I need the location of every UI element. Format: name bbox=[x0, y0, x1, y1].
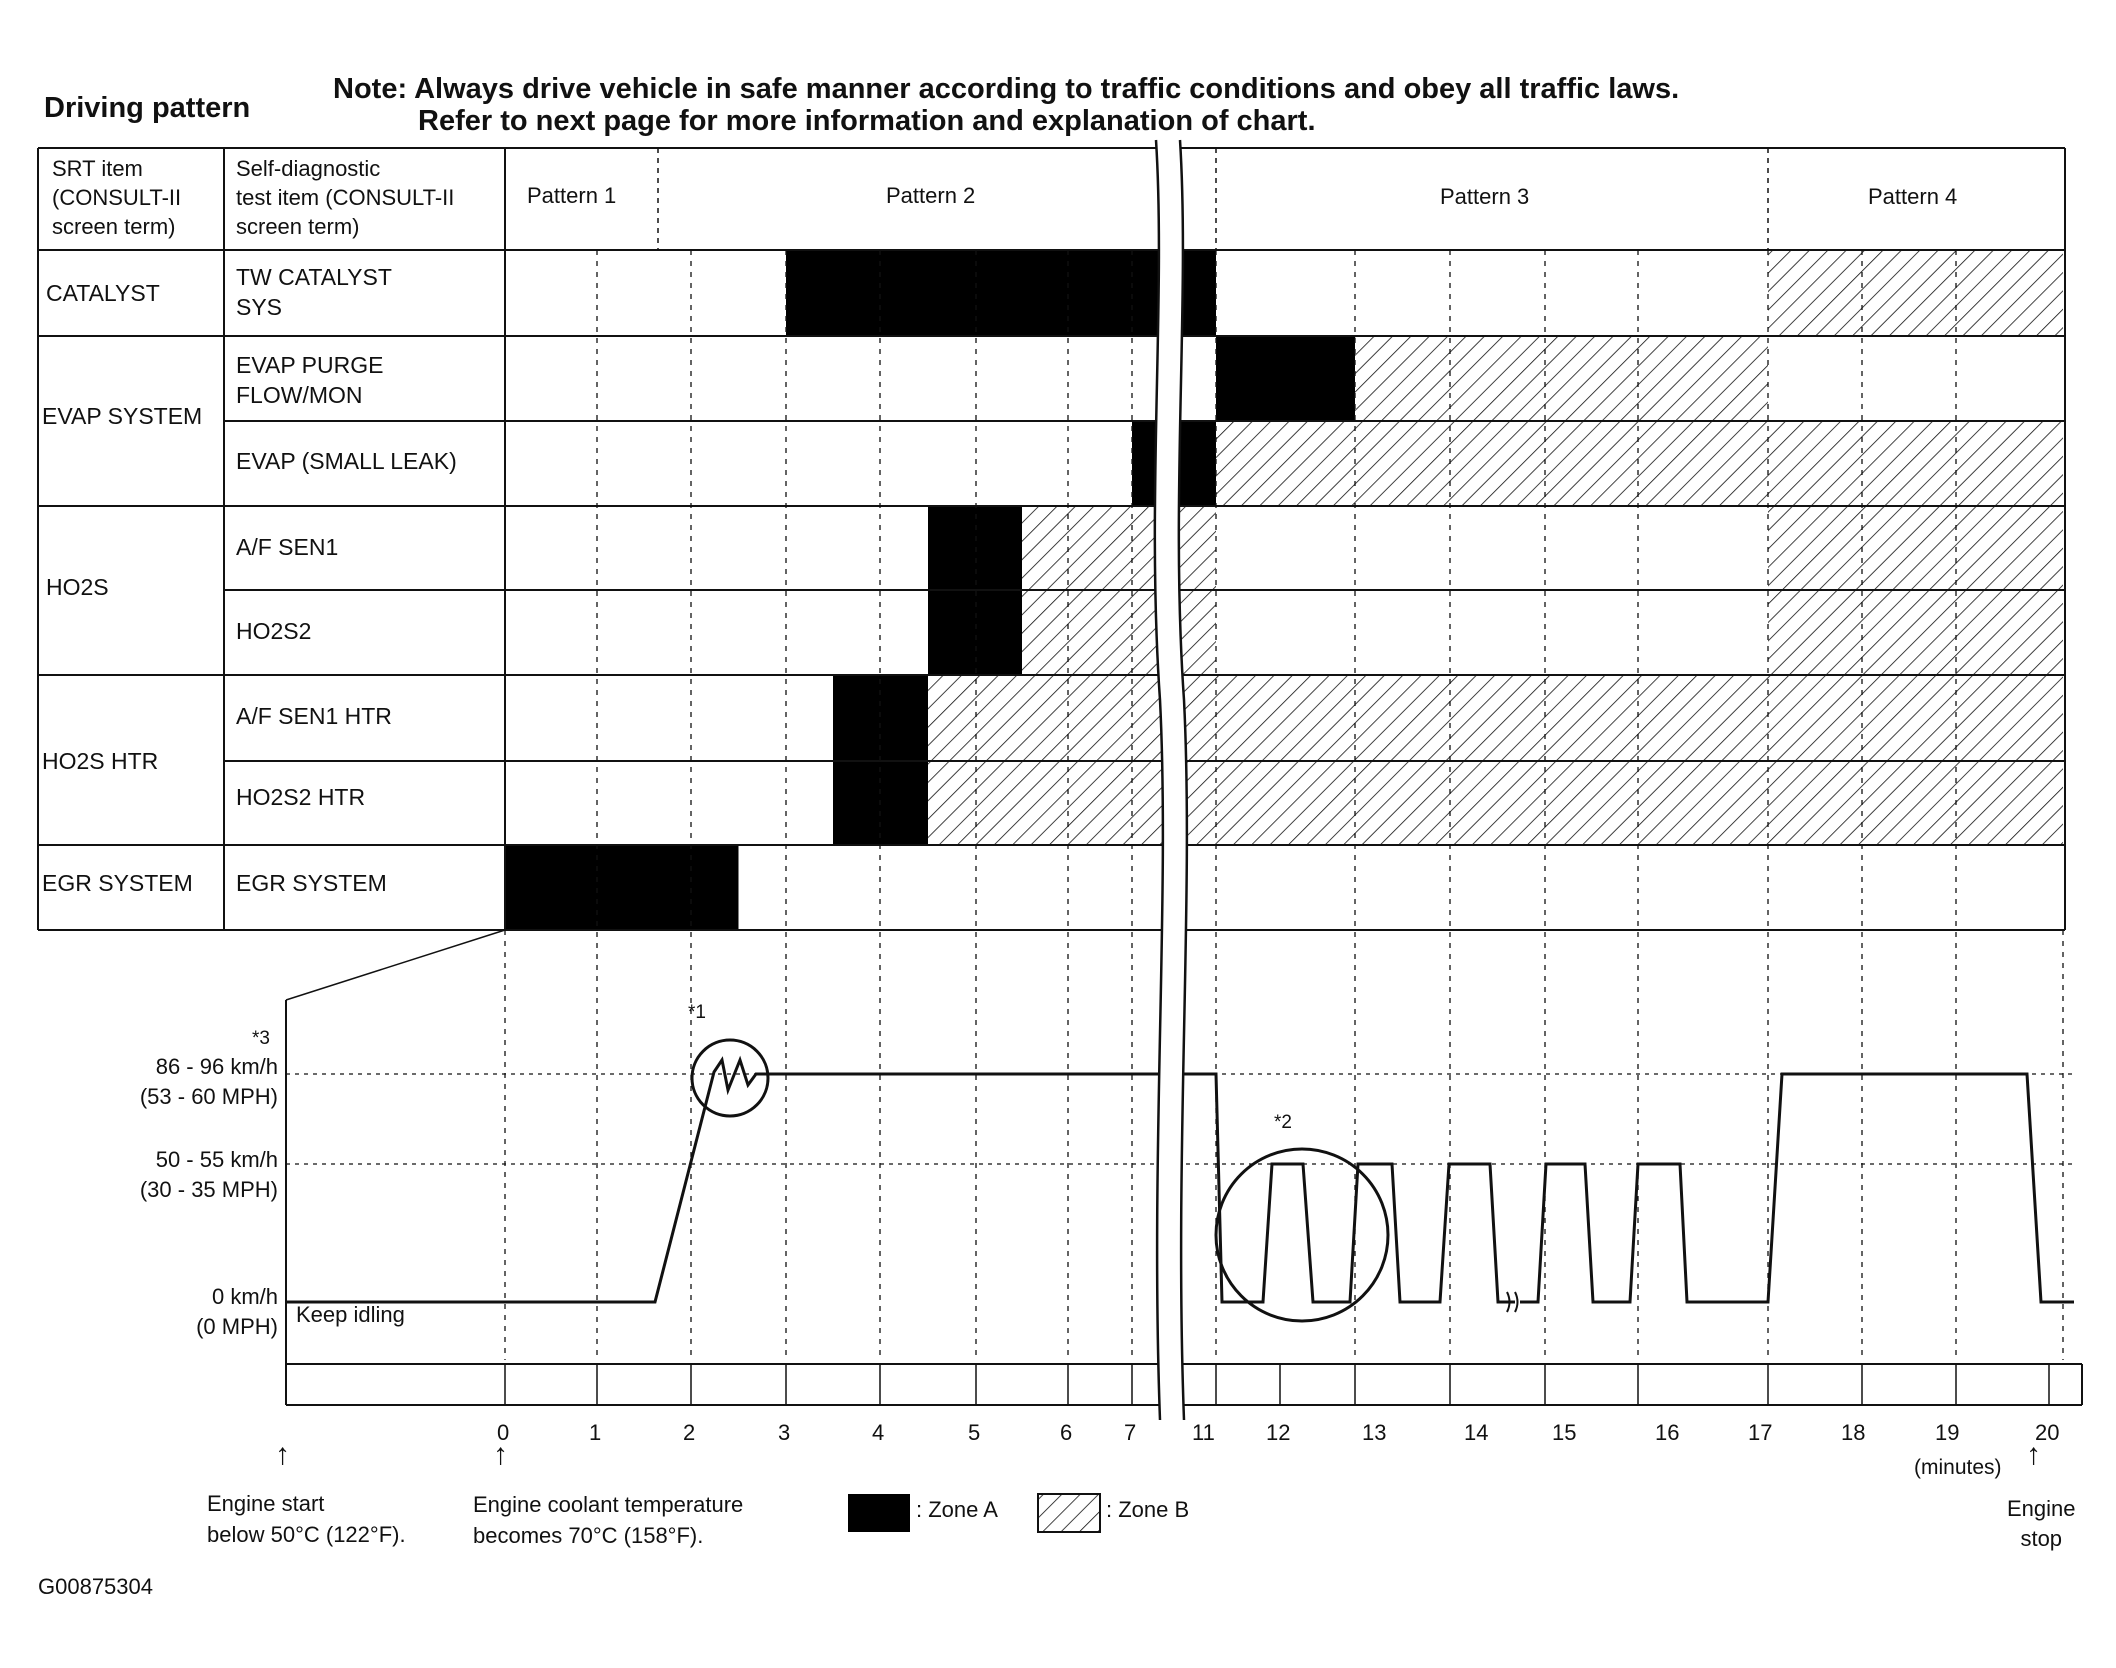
time-tick-label: 18 bbox=[1841, 1420, 1866, 1445]
time-tick-label: 14 bbox=[1464, 1420, 1489, 1445]
zone-b-bar bbox=[1216, 421, 2063, 506]
coolant-arrow: ↑ bbox=[493, 1438, 508, 1471]
diagram-title: Driving pattern bbox=[44, 92, 251, 124]
engine-start-arrow: ↑ bbox=[275, 1438, 290, 1471]
speed-note-3: *3 bbox=[252, 1028, 270, 1049]
note-1-circle bbox=[690, 1038, 770, 1118]
zone-a-bar bbox=[505, 845, 739, 930]
item-evap-purge-flow-mon: EVAP PURGE FLOW/MON bbox=[236, 352, 384, 408]
time-tick-label: 19 bbox=[1935, 1420, 1960, 1445]
group-catalyst: CATALYST bbox=[46, 280, 160, 306]
zone-a-bar bbox=[786, 250, 1216, 336]
engine-stop-label: Engine stop bbox=[2007, 1496, 2076, 1551]
figure-id: G00875304 bbox=[38, 1574, 153, 1599]
pattern-2-header: Pattern 2 bbox=[886, 183, 976, 208]
engine-start-label: Engine start below 50°C (122°F). bbox=[207, 1491, 406, 1547]
item-egr-system: EGR SYSTEM bbox=[236, 870, 387, 896]
speed-line-pattern-3b bbox=[1520, 1072, 2074, 1304]
zone-b-bar bbox=[928, 761, 2063, 845]
srt-item-header: SRT item (CONSULT-II screen term) bbox=[52, 156, 182, 239]
time-tick-label: 11 bbox=[1192, 1420, 1215, 1445]
zone-a-legend-label: : Zone A bbox=[916, 1497, 998, 1522]
item-tw-catalyst-sys: TW CATALYST SYS bbox=[236, 264, 392, 320]
time-unit-label: (minutes) bbox=[1914, 1456, 2002, 1479]
time-tick-label: 12 bbox=[1266, 1420, 1291, 1445]
item-ho2s2: HO2S2 bbox=[236, 618, 312, 644]
zone-a-bar bbox=[928, 590, 1022, 675]
time-tick-label: 6 bbox=[1060, 1420, 1073, 1445]
zone-b-bar bbox=[1768, 250, 2063, 336]
time-tick-label: 0 bbox=[497, 1420, 510, 1445]
speed-line-before-break bbox=[286, 1055, 1160, 1304]
legend-swatches bbox=[848, 1493, 1101, 1533]
speed-label-high: 86 - 96 km/h (53 - 60 MPH) bbox=[139, 1054, 278, 1109]
note-2-marker: *2 bbox=[1274, 1112, 1292, 1133]
zone-a-swatch bbox=[848, 1494, 910, 1532]
note-2-circle bbox=[1214, 1147, 1390, 1323]
time-tick-label: 20 bbox=[2035, 1420, 2060, 1445]
projection-line bbox=[285, 929, 506, 1001]
group-egr-system: EGR SYSTEM bbox=[42, 870, 193, 896]
time-tick-label: 7 bbox=[1124, 1420, 1137, 1445]
time-tick-label: 3 bbox=[778, 1420, 791, 1445]
item-ho2s2-htr: HO2S2 HTR bbox=[236, 784, 366, 810]
item-evap-small-leak: EVAP (SMALL LEAK) bbox=[236, 448, 457, 474]
zone-b-bar bbox=[1768, 506, 2063, 590]
note-line-2: Refer to next page for more information … bbox=[418, 105, 1316, 137]
pattern-1-header: Pattern 1 bbox=[527, 183, 617, 208]
time-tick-label: 16 bbox=[1655, 1420, 1680, 1445]
time-tick-label: 17 bbox=[1748, 1420, 1773, 1445]
zone-bars bbox=[505, 250, 2063, 930]
axis-break bbox=[1153, 139, 1189, 1421]
speed-profile bbox=[286, 1038, 2074, 1323]
pattern-3-header: Pattern 3 bbox=[1440, 184, 1530, 209]
item-af-sen1: A/F SEN1 bbox=[236, 534, 339, 560]
time-tick-label: 15 bbox=[1552, 1420, 1577, 1445]
speed-line-pattern-3a bbox=[1176, 1072, 1515, 1304]
time-tick-label: 13 bbox=[1362, 1420, 1387, 1445]
axis-break-edge bbox=[1153, 139, 1165, 1421]
zone-a-bar bbox=[928, 506, 1022, 590]
time-tick-label: 4 bbox=[872, 1420, 885, 1445]
axis-break-edge bbox=[1177, 139, 1189, 1421]
pattern-4-header: Pattern 4 bbox=[1868, 184, 1958, 209]
self-diag-header: Self-diagnostic test item (CONSULT-II sc… bbox=[236, 156, 455, 239]
time-tick-label: 1 bbox=[589, 1420, 602, 1445]
speed-label-mid: 50 - 55 km/h (30 - 35 MPH) bbox=[139, 1147, 278, 1202]
zone-b-bar bbox=[1768, 590, 2063, 675]
time-skip-mark bbox=[1506, 1291, 1519, 1313]
grid-lines bbox=[37, 147, 2083, 1406]
zone-b-swatch bbox=[1037, 1493, 1101, 1533]
zone-a-bar bbox=[1216, 336, 1355, 421]
note-line-1: Note: Always drive vehicle in safe manne… bbox=[333, 73, 1680, 105]
zone-b-legend-label: : Zone B bbox=[1106, 1497, 1190, 1522]
zone-b-bar bbox=[1355, 336, 1768, 421]
keep-idling-label: Keep idling bbox=[296, 1302, 405, 1327]
time-tick-label: 5 bbox=[968, 1420, 981, 1445]
coolant-temp-label: Engine coolant temperature becomes 70°C … bbox=[473, 1492, 744, 1548]
item-af-sen1-htr: A/F SEN1 HTR bbox=[236, 703, 392, 729]
group-evap-system: EVAP SYSTEM bbox=[42, 403, 203, 429]
engine-stop-arrow: ↑ bbox=[2026, 1438, 2041, 1471]
group-ho2s-htr: HO2S HTR bbox=[42, 748, 159, 774]
zone-b-bar bbox=[928, 675, 2063, 761]
zone-b-bar bbox=[1022, 590, 1216, 675]
time-tick-label: 2 bbox=[683, 1420, 696, 1445]
speed-label-zero: 0 km/h (0 MPH) bbox=[196, 1284, 278, 1339]
note-1-marker: *1 bbox=[688, 1002, 706, 1023]
zone-b-bar bbox=[1022, 506, 1216, 590]
group-ho2s: HO2S bbox=[46, 574, 109, 600]
